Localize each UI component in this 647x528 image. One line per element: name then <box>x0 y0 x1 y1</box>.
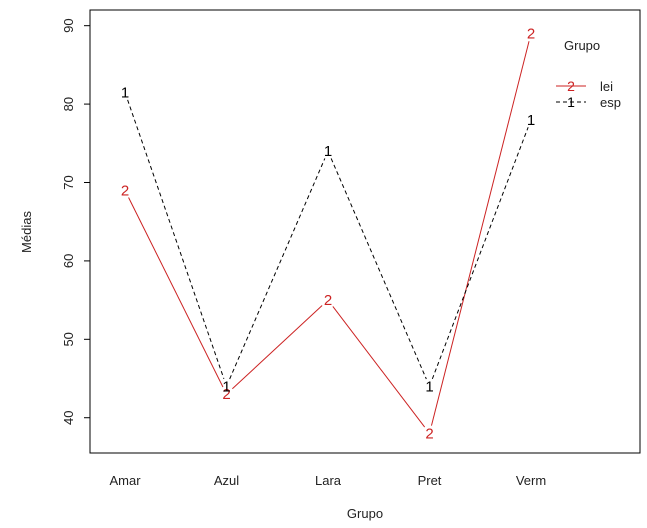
legend-item-lei: 2 lei <box>556 78 613 94</box>
x-tick-label: Verm <box>516 473 546 488</box>
legend-label: lei <box>600 79 613 94</box>
y-axis-label: Médias <box>19 211 34 253</box>
x-tick-label: Pret <box>418 473 442 488</box>
x-axis: Amar Azul Lara Pret Verm <box>109 473 546 488</box>
y-axis: 40 50 60 70 80 90 <box>61 18 90 425</box>
data-point-marker: 2 <box>324 292 332 309</box>
series-segment <box>431 127 529 380</box>
data-point-marker: 1 <box>222 378 230 395</box>
y-tick-label: 90 <box>61 18 76 32</box>
x-axis-label: Grupo <box>347 506 383 521</box>
y-tick-label: 50 <box>61 332 76 346</box>
series-segment <box>128 197 224 388</box>
data-point-marker: 2 <box>222 386 230 403</box>
y-tick-label: 60 <box>61 254 76 268</box>
data-point-marker: 1 <box>527 112 535 129</box>
data-point-marker: 1 <box>121 84 129 101</box>
x-tick-label: Azul <box>214 473 239 488</box>
series-segment <box>229 158 326 380</box>
data-point-marker: 2 <box>527 26 535 43</box>
data-point-marker: 2 <box>425 425 433 442</box>
series-segment <box>232 305 323 390</box>
legend-label: esp <box>600 95 621 110</box>
legend: Grupo 2 lei 1 esp <box>556 38 621 110</box>
y-tick-label: 40 <box>61 410 76 424</box>
data-point-marker: 2 <box>121 182 129 199</box>
legend-title: Grupo <box>564 38 600 53</box>
series-segment <box>332 306 426 428</box>
legend-item-esp: 1 esp <box>556 94 621 110</box>
data-point-marker: 1 <box>425 378 433 395</box>
plot-frame <box>89 9 641 454</box>
series-segment <box>127 99 225 379</box>
series-lei: 2 2 2 2 2 <box>121 26 535 443</box>
y-tick-label: 70 <box>61 175 76 189</box>
legend-marker: 2 <box>567 78 575 94</box>
series-segment <box>430 41 530 426</box>
series-segment <box>330 158 427 380</box>
legend-marker: 1 <box>567 94 575 110</box>
x-tick-label: Amar <box>109 473 141 488</box>
y-tick-label: 80 <box>61 97 76 111</box>
data-point-marker: 1 <box>324 143 332 160</box>
x-tick-label: Lara <box>315 473 342 488</box>
series-esp: 1 1 1 1 1 <box>121 84 535 395</box>
